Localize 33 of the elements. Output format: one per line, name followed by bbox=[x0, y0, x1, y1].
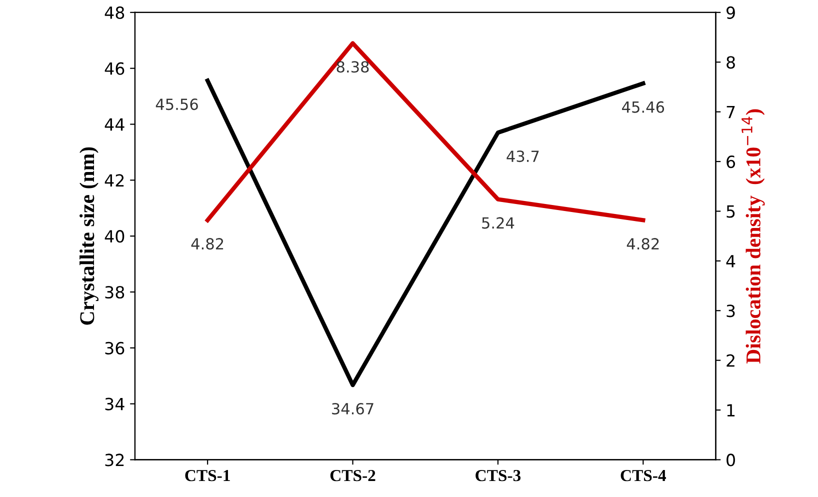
y-axis-title: Crystallite size (nm) bbox=[80, 147, 98, 325]
y2-tick-label: 0 bbox=[726, 454, 735, 466]
data-label: 43.7 bbox=[506, 150, 539, 162]
y2-tick-label: 4 bbox=[726, 255, 736, 268]
y2-tick-label: 6 bbox=[726, 155, 736, 168]
y2-tick-label: 5 bbox=[726, 205, 735, 218]
y2-tick-label: 3 bbox=[726, 304, 735, 318]
y2-tick-label: 7 bbox=[726, 106, 735, 118]
y2-tick-label: 1 bbox=[727, 404, 735, 416]
data-label: 45.46 bbox=[622, 101, 664, 113]
y-tick-label: 46 bbox=[104, 62, 124, 75]
data-label: 5.24 bbox=[482, 217, 514, 229]
y2-tick-label: 2 bbox=[726, 354, 734, 367]
y-tick-label: 34 bbox=[105, 398, 124, 410]
y-tick-label: 38 bbox=[105, 286, 124, 299]
y2-axis-title: Dislocation density (x10$^{−14}$) bbox=[742, 109, 765, 364]
y-tick-label: 44 bbox=[104, 118, 124, 131]
x-tick-label: CTS-1 bbox=[185, 470, 230, 482]
x-tick-label: CTS-4 bbox=[620, 470, 666, 482]
y-tick-label: 40 bbox=[104, 230, 124, 243]
data-label: 8.38 bbox=[336, 61, 369, 73]
x-tick-label: CTS-2 bbox=[330, 470, 376, 482]
y-tick-label: 32 bbox=[105, 454, 124, 466]
data-label: 4.82 bbox=[626, 238, 659, 250]
x-tick-label: CTS-3 bbox=[476, 470, 521, 482]
y2-tick-label: 9 bbox=[726, 6, 735, 19]
y-tick-label: 36 bbox=[105, 342, 124, 354]
y2-tick-label: 8 bbox=[726, 56, 735, 69]
data-label: 34.67 bbox=[332, 402, 374, 415]
data-label: 4.82 bbox=[191, 238, 224, 250]
data-label: 45.56 bbox=[156, 98, 198, 110]
y-tick-label: 48 bbox=[104, 6, 124, 19]
y-tick-label: 42 bbox=[104, 174, 124, 186]
